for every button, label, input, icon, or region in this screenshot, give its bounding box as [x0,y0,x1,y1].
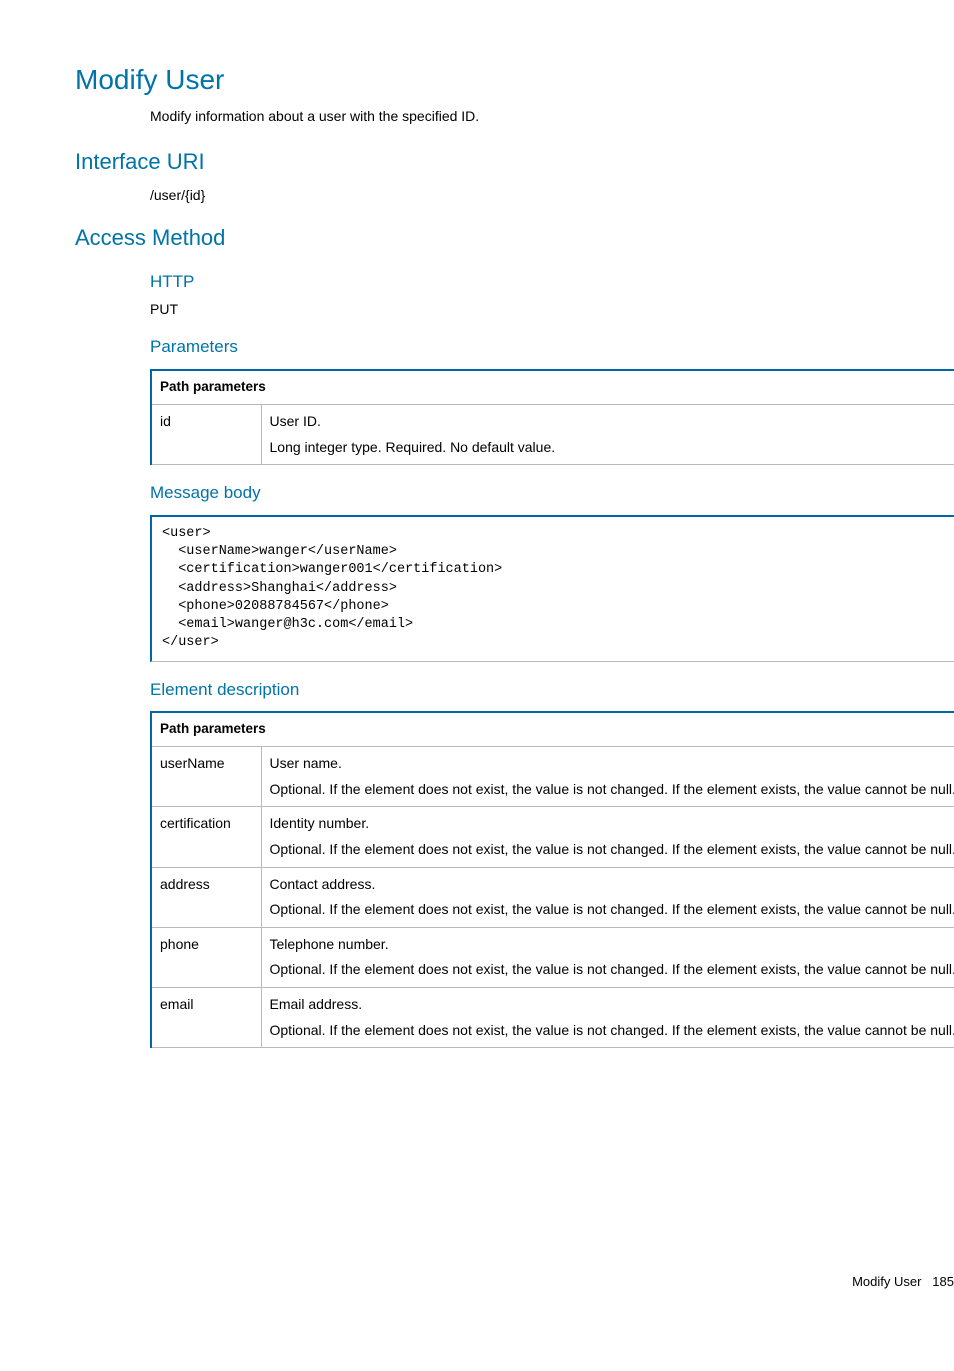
http-value: PUT [150,300,954,320]
elem-desc-line2: Optional. If the element does not exist,… [270,1021,954,1041]
param-desc: User ID. Long integer type. Required. No… [261,405,954,465]
elem-name: email [151,988,261,1048]
http-label: HTTP [150,270,954,294]
param-name: id [151,405,261,465]
table-row: email Email address. Optional. If the el… [151,988,954,1048]
table-row: id User ID. Long integer type. Required.… [151,405,954,465]
elem-desc: Email address. Optional. If the element … [261,988,954,1048]
table-row: phone Telephone number. Optional. If the… [151,927,954,987]
elem-desc: Telephone number. Optional. If the eleme… [261,927,954,987]
page-footer: Modify User 185 [154,1273,954,1291]
table-row: certification Identity number. Optional.… [151,807,954,867]
elem-desc-line1: Telephone number. [270,935,954,955]
message-body-label: Message body [150,481,954,505]
elem-desc-line1: User name. [270,754,954,774]
parameters-table: Path parameters id User ID. Long integer… [150,369,954,465]
element-table-header: Path parameters [151,712,954,746]
element-description-table: Path parameters userName User name. Opti… [150,711,954,1048]
table-row: userName User name. Optional. If the ele… [151,747,954,807]
elem-desc-line1: Identity number. [270,814,954,834]
interface-uri-value: /user/{id} [150,186,954,206]
elem-name: certification [151,807,261,867]
elem-desc-line1: Contact address. [270,875,954,895]
access-method-heading: Access Method [75,223,954,254]
elem-desc-line1: Email address. [270,995,954,1015]
elem-name: address [151,867,261,927]
element-description-label: Element description [150,678,954,702]
message-body-code: <user> <userName>wanger</userName> <cert… [150,515,954,662]
elem-desc: User name. Optional. If the element does… [261,747,954,807]
elem-name: phone [151,927,261,987]
table-row: address Contact address. Optional. If th… [151,867,954,927]
elem-name: userName [151,747,261,807]
footer-label: Modify User [852,1274,921,1289]
parameters-label: Parameters [150,335,954,359]
param-desc-line2: Long integer type. Required. No default … [270,438,954,458]
interface-uri-heading: Interface URI [75,147,954,178]
elem-desc: Identity number. Optional. If the elemen… [261,807,954,867]
footer-page: 185 [932,1274,954,1289]
intro-text: Modify information about a user with the… [150,107,954,127]
parameters-table-header: Path parameters [151,370,954,404]
elem-desc-line2: Optional. If the element does not exist,… [270,900,954,920]
page-title: Modify User [75,60,954,99]
elem-desc-line2: Optional. If the element does not exist,… [270,840,954,860]
elem-desc-line2: Optional. If the element does not exist,… [270,780,954,800]
elem-desc-line2: Optional. If the element does not exist,… [270,960,954,980]
elem-desc: Contact address. Optional. If the elemen… [261,867,954,927]
param-desc-line1: User ID. [270,412,954,432]
